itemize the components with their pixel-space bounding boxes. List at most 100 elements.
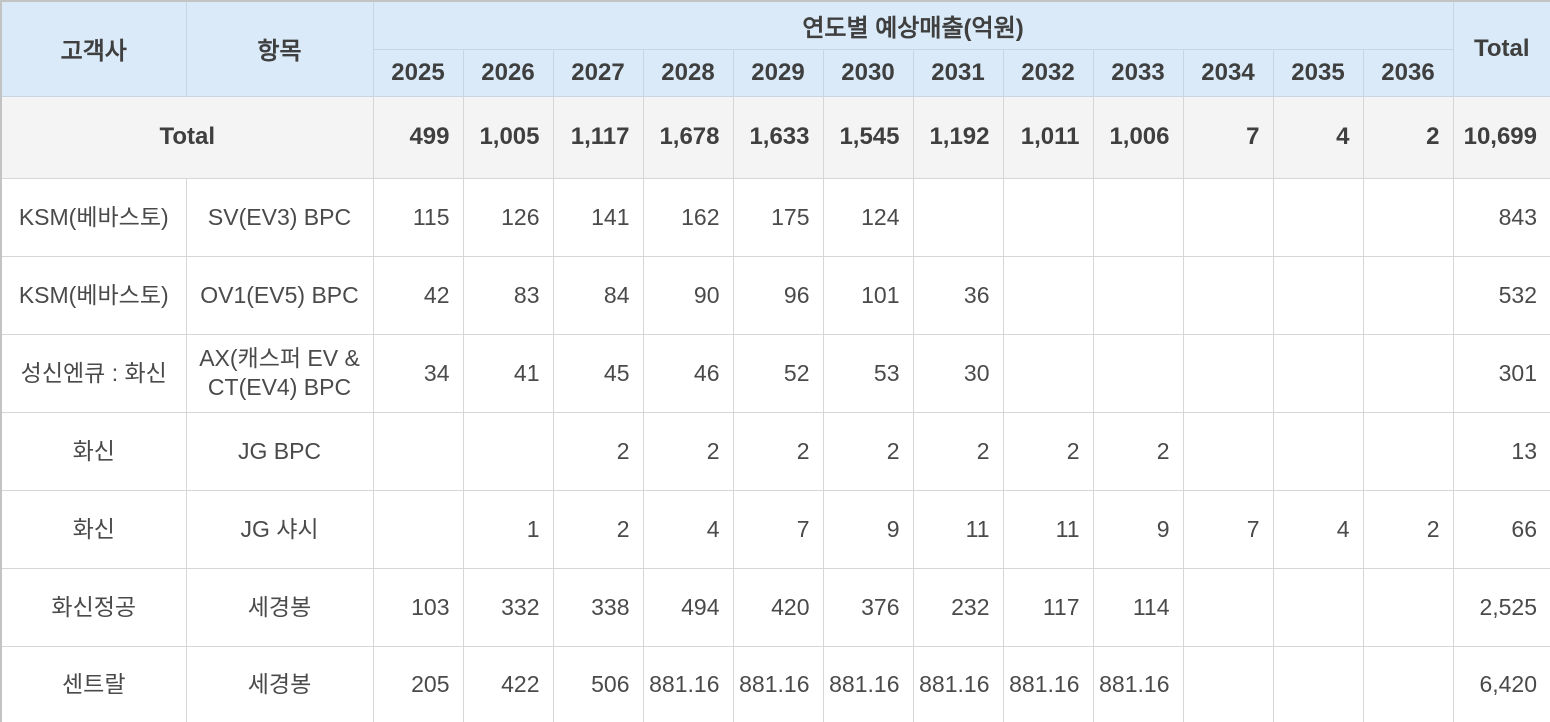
value-cell (912, 177, 1004, 257)
value-cell: 2 (1002, 411, 1094, 491)
value-cell: 11 (912, 489, 1004, 569)
value-cell: 46 (642, 333, 734, 413)
value-cell: 2 (642, 411, 734, 491)
value-cell (1362, 177, 1454, 257)
value-cell: 2 (822, 411, 914, 491)
customer-cell: 센트랄 (0, 645, 187, 722)
total-row-value: 1,678 (642, 95, 734, 179)
value-cell: 162 (642, 177, 734, 257)
total-row-value: 7 (1182, 95, 1274, 179)
table-row: 화신정공 세경봉 103 332 338 494 420 376 232 117 114 2,525 (0, 567, 1550, 647)
value-cell (1182, 567, 1274, 647)
customer-cell: 성신엔큐 : 화신 (0, 333, 187, 413)
value-cell: 2 (552, 411, 644, 491)
year-header: 2034 (1182, 48, 1274, 97)
grand-total-value: 10,699 (1452, 95, 1550, 179)
value-cell: 9 (822, 489, 914, 569)
value-cell (1182, 645, 1274, 722)
total-row-value: 1,011 (1002, 95, 1094, 179)
value-cell: 9 (1092, 489, 1184, 569)
item-cell: SV(EV3) BPC (185, 177, 374, 257)
year-header: 2027 (552, 48, 644, 97)
value-cell: 376 (822, 567, 914, 647)
value-cell: 2 (912, 411, 1004, 491)
value-cell: 124 (822, 177, 914, 257)
value-cell (1362, 645, 1454, 722)
value-cell: 2 (1092, 411, 1184, 491)
row-total-cell: 2,525 (1452, 567, 1550, 647)
value-cell: 881.16 (1092, 645, 1184, 722)
item-cell: OV1(EV5) BPC (185, 255, 374, 335)
customer-cell: 화신정공 (0, 567, 187, 647)
value-cell: 117 (1002, 567, 1094, 647)
total-row-value: 1,633 (732, 95, 824, 179)
value-cell: 42 (372, 255, 464, 335)
value-cell (1182, 255, 1274, 335)
value-cell: 4 (642, 489, 734, 569)
value-cell: 881.16 (822, 645, 914, 722)
value-cell: 2 (732, 411, 824, 491)
year-header: 2026 (462, 48, 554, 97)
item-column-header: 항목 (185, 0, 374, 97)
grand-total-row: Total 499 1,005 1,117 1,678 1,633 1,545 1,192 1,… (0, 95, 1550, 179)
customer-cell: 화신 (0, 489, 187, 569)
total-row-value: 1,192 (912, 95, 1004, 179)
value-cell: 41 (462, 333, 554, 413)
item-cell: 세경봉 (185, 567, 374, 647)
value-cell: 506 (552, 645, 644, 722)
value-cell: 34 (372, 333, 464, 413)
table-row: 센트랄 세경봉 205 422 506 881.16 881.16 881.16 881.16 8… (0, 645, 1550, 722)
value-cell: 83 (462, 255, 554, 335)
value-cell (1272, 255, 1364, 335)
value-cell: 332 (462, 567, 554, 647)
row-total-cell: 66 (1452, 489, 1550, 569)
total-row-value: 1,005 (462, 95, 554, 179)
value-cell: 881.16 (912, 645, 1004, 722)
total-row-value: 1,006 (1092, 95, 1184, 179)
table-row: KSM(베바스토) OV1(EV5) BPC 42 83 84 90 96 101 36 532 (0, 255, 1550, 335)
value-cell: 1 (462, 489, 554, 569)
year-header: 2033 (1092, 48, 1184, 97)
value-cell: 4 (1272, 489, 1364, 569)
year-header-row: 2025 2026 2027 2028 2029 2030 2031 2032 2033 2034… (1, 48, 1550, 97)
year-header: 2036 (1362, 48, 1454, 97)
value-cell: 126 (462, 177, 554, 257)
value-cell: 52 (732, 333, 824, 413)
year-header: 2029 (732, 48, 824, 97)
grand-total-label: Total (0, 95, 374, 179)
value-cell: 30 (912, 333, 1004, 413)
value-cell: 420 (732, 567, 824, 647)
value-cell: 53 (822, 333, 914, 413)
value-cell: 175 (732, 177, 824, 257)
value-cell (1272, 333, 1364, 413)
value-cell (372, 411, 464, 491)
value-cell: 115 (372, 177, 464, 257)
value-cell: 101 (822, 255, 914, 335)
value-cell: 96 (732, 255, 824, 335)
year-header: 2031 (912, 48, 1004, 97)
row-total-cell: 301 (1452, 333, 1550, 413)
total-row-value: 2 (1362, 95, 1454, 179)
value-cell (1092, 177, 1184, 257)
value-cell: 422 (462, 645, 554, 722)
value-cell (1272, 567, 1364, 647)
value-cell (1272, 177, 1364, 257)
value-cell (1362, 567, 1454, 647)
value-cell: 338 (552, 567, 644, 647)
year-header: 2030 (822, 48, 914, 97)
yearly-sales-group-header: 연도별 예상매출(억원) (372, 0, 1454, 50)
value-cell (1002, 255, 1094, 335)
customer-cell: KSM(베바스토) (0, 255, 187, 335)
value-cell (462, 411, 554, 491)
value-cell: 84 (552, 255, 644, 335)
table-row: 화신 JG 샤시 1 2 4 7 9 11 11 9 7 4 2 66 (0, 489, 1550, 569)
total-column-header: Total (1452, 0, 1550, 97)
value-cell: 881.16 (1002, 645, 1094, 722)
total-row-value: 1,545 (822, 95, 914, 179)
value-cell: 881.16 (642, 645, 734, 722)
value-cell: 2 (1362, 489, 1454, 569)
customer-cell: KSM(베바스토) (0, 177, 187, 257)
value-cell: 36 (912, 255, 1004, 335)
row-total-cell: 13 (1452, 411, 1550, 491)
